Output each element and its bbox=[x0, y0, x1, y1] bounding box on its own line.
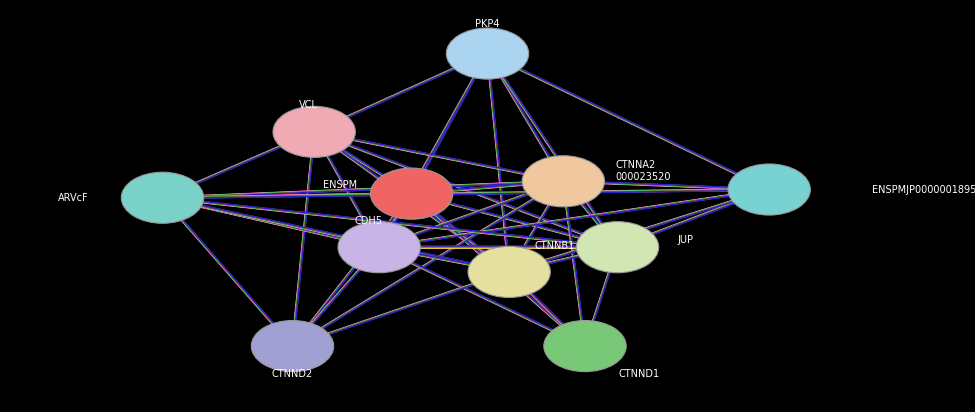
Text: ENSPM: ENSPM bbox=[324, 180, 358, 190]
Ellipse shape bbox=[370, 168, 452, 219]
Text: CDH5: CDH5 bbox=[354, 216, 382, 226]
Text: VCL: VCL bbox=[299, 100, 318, 110]
Text: CTNNA2
000023520: CTNNA2 000023520 bbox=[615, 160, 671, 182]
Text: PKP4: PKP4 bbox=[475, 19, 500, 29]
Ellipse shape bbox=[252, 321, 333, 372]
Ellipse shape bbox=[273, 106, 355, 157]
Ellipse shape bbox=[338, 222, 420, 273]
Text: CTNND2: CTNND2 bbox=[272, 369, 313, 379]
Ellipse shape bbox=[447, 28, 528, 79]
Ellipse shape bbox=[523, 156, 604, 207]
Ellipse shape bbox=[576, 222, 659, 273]
Text: CTNNB1: CTNNB1 bbox=[534, 241, 575, 251]
Ellipse shape bbox=[121, 172, 204, 223]
Ellipse shape bbox=[544, 321, 626, 372]
Ellipse shape bbox=[728, 164, 810, 215]
Text: JUP: JUP bbox=[677, 235, 693, 245]
Text: ARVcF: ARVcF bbox=[58, 193, 89, 203]
Text: ENSPMJP00000018957: ENSPMJP00000018957 bbox=[872, 185, 975, 194]
Ellipse shape bbox=[468, 246, 550, 297]
Text: CTNND1: CTNND1 bbox=[618, 369, 660, 379]
